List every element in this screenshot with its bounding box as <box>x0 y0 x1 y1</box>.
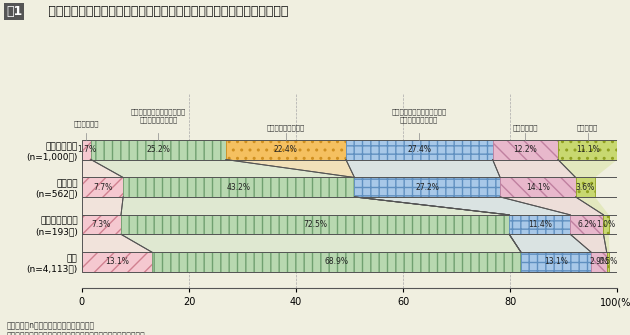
Text: 倫理感が高い: 倫理感が高い <box>74 121 99 127</box>
Polygon shape <box>500 197 604 215</box>
Text: 1.7%: 1.7% <box>77 145 96 154</box>
Text: 2.9%: 2.9% <box>589 257 609 266</box>
Text: （注）１　n：有効回答者数（以下同じ）: （注）１ n：有効回答者数（以下同じ） <box>6 322 94 331</box>
Text: 27.4%: 27.4% <box>407 145 432 154</box>
Bar <box>500 178 576 197</box>
Bar <box>558 140 617 159</box>
Text: 分からない: 分からない <box>577 124 598 131</box>
Text: どちらとも言えない: どちらとも言えない <box>266 124 305 131</box>
Bar <box>346 140 493 159</box>
Text: 0.5%: 0.5% <box>598 257 617 266</box>
Bar <box>570 215 604 234</box>
Polygon shape <box>576 197 609 215</box>
Text: 72.5%: 72.5% <box>303 220 327 229</box>
Bar <box>226 140 346 159</box>
Text: 国家公務員の倫理感について、現在、どのような印象をお持ちですか。: 国家公務員の倫理感について、現在、どのような印象をお持ちですか。 <box>44 5 289 18</box>
Bar <box>82 140 91 159</box>
Polygon shape <box>346 159 500 178</box>
Polygon shape <box>493 159 576 178</box>
Text: 13.1%: 13.1% <box>105 257 129 266</box>
Polygon shape <box>82 159 617 178</box>
Text: 11.4%: 11.4% <box>528 220 552 229</box>
Text: 倫理感が低い: 倫理感が低い <box>513 124 538 131</box>
Bar <box>82 215 617 234</box>
Bar <box>604 215 609 234</box>
Text: 3.6%: 3.6% <box>576 183 595 192</box>
Bar <box>509 215 570 234</box>
Bar <box>521 252 591 272</box>
Polygon shape <box>570 234 607 252</box>
Bar <box>121 215 509 234</box>
Text: 43.2%: 43.2% <box>227 183 251 192</box>
Text: ２　市民モニター以外の「分からない」は数値を省略した。: ２ 市民モニター以外の「分からない」は数値を省略した。 <box>6 332 145 335</box>
Text: 13.1%: 13.1% <box>544 257 568 266</box>
Text: 7.7%: 7.7% <box>93 183 112 192</box>
Text: 68.9%: 68.9% <box>324 257 348 266</box>
Bar <box>82 252 617 272</box>
Text: 11.1%: 11.1% <box>576 145 600 154</box>
Bar <box>576 178 595 197</box>
Polygon shape <box>82 197 617 215</box>
Bar <box>82 140 617 159</box>
Bar <box>123 178 355 197</box>
Text: 12.2%: 12.2% <box>513 145 537 154</box>
Bar <box>82 178 123 197</box>
Polygon shape <box>91 159 355 178</box>
Bar <box>82 252 152 272</box>
Text: 図1: 図1 <box>6 5 23 18</box>
Bar <box>355 178 500 197</box>
Bar <box>607 252 609 272</box>
Text: 全体として倫理感が高いが、
一部に低い者もいる: 全体として倫理感が高いが、 一部に低い者もいる <box>131 109 186 123</box>
Polygon shape <box>82 159 123 178</box>
Text: 全体として倫理感が低いが、
一部に高い者もいる: 全体として倫理感が低いが、 一部に高い者もいる <box>392 109 447 123</box>
Text: 1.0%: 1.0% <box>597 220 616 229</box>
Text: 27.2%: 27.2% <box>415 183 439 192</box>
Polygon shape <box>558 159 617 178</box>
Polygon shape <box>604 234 609 252</box>
Bar <box>82 178 617 197</box>
Polygon shape <box>226 159 355 178</box>
Bar <box>493 140 558 159</box>
Polygon shape <box>121 234 521 252</box>
Bar <box>91 140 226 159</box>
Polygon shape <box>82 234 152 252</box>
Text: 6.2%: 6.2% <box>577 220 597 229</box>
Polygon shape <box>121 197 509 215</box>
Bar <box>152 252 521 272</box>
Bar <box>82 215 121 234</box>
Text: 7.3%: 7.3% <box>92 220 111 229</box>
Polygon shape <box>82 197 123 215</box>
Polygon shape <box>509 234 591 252</box>
Polygon shape <box>82 234 617 252</box>
Polygon shape <box>355 197 570 215</box>
Text: 25.2%: 25.2% <box>147 145 170 154</box>
Text: 22.4%: 22.4% <box>274 145 298 154</box>
Text: 14.1%: 14.1% <box>526 183 550 192</box>
Bar <box>591 252 607 272</box>
